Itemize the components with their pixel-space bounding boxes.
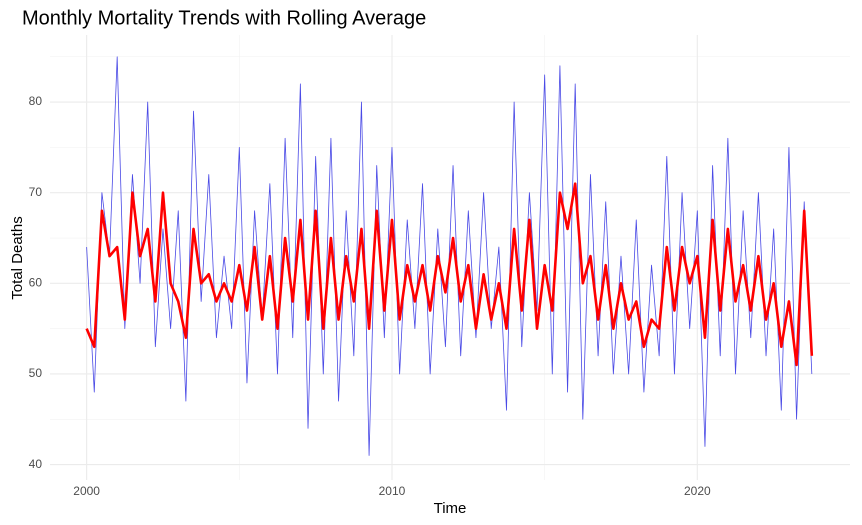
y-tick-label: 70 <box>29 185 43 199</box>
y-tick-label: 80 <box>29 94 43 108</box>
x-tick-label: 2020 <box>684 484 711 498</box>
y-axis-label: Total Deaths <box>9 216 26 299</box>
y-tick-label: 60 <box>29 276 43 290</box>
chart-title: Monthly Mortality Trends with Rolling Av… <box>22 7 426 29</box>
series-line <box>85 182 814 367</box>
x-tick-label: 2000 <box>73 484 100 498</box>
x-tick-label: 2010 <box>379 484 406 498</box>
x-axis-label: Time <box>434 500 467 517</box>
y-tick-label: 40 <box>29 457 43 471</box>
y-tick-label: 50 <box>29 366 43 380</box>
